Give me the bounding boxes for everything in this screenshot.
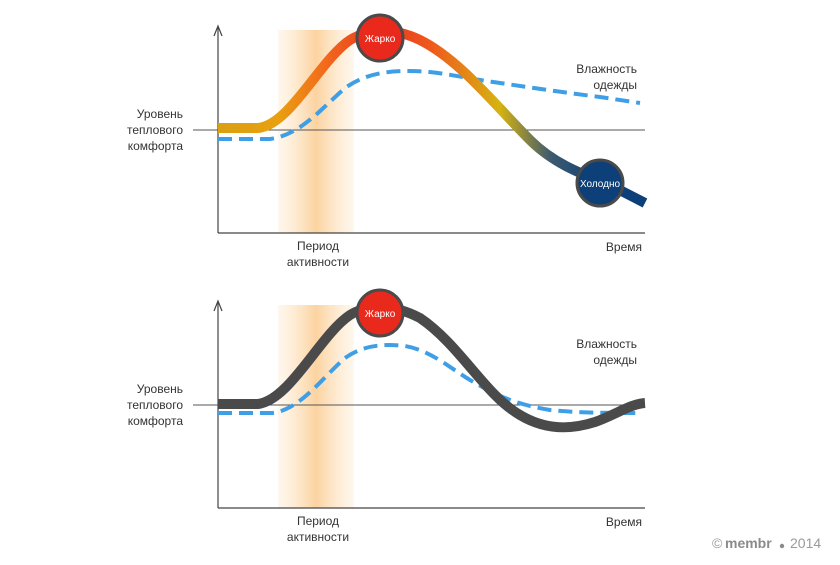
brand-logo: membr — [725, 535, 772, 551]
bottom-hot-marker: Жарко — [355, 288, 405, 338]
top-temperature-curve — [218, 26, 648, 208]
bottom-hot-label: Жарко — [365, 309, 396, 320]
top-hot-label: Жарко — [365, 34, 396, 45]
top-humidity-label-line1: Влажность — [576, 62, 637, 76]
top-activity-label-line2: активности — [287, 255, 349, 269]
bottom-chart: Жарко Уровень теплового комфорта Влажнос… — [127, 288, 646, 544]
top-y-label-line2: теплового — [127, 123, 183, 137]
top-chart: Жарко Холодно Уровень теплового комфорта… — [127, 13, 648, 269]
copyright-symbol: © — [712, 535, 723, 551]
top-y-label-line1: Уровень — [137, 107, 183, 121]
top-y-label-line3: комфорта — [128, 139, 184, 153]
top-hot-marker: Жарко — [355, 13, 405, 63]
bottom-y-label-line1: Уровень — [137, 382, 183, 396]
bottom-activity-label-line1: Период — [297, 514, 339, 528]
bottom-y-label-line3: комфорта — [128, 414, 184, 428]
top-x-label: Время — [606, 240, 642, 254]
copyright-footer: © membr 2014 — [712, 535, 821, 551]
bottom-humidity-curve — [218, 343, 641, 415]
bottom-y-axis-arrow — [213, 299, 223, 312]
top-cold-marker: Холодно — [575, 158, 625, 208]
brand-dot-icon — [779, 543, 785, 549]
copyright-year: 2014 — [790, 535, 821, 551]
bottom-activity-label-line2: активности — [287, 530, 349, 544]
bottom-y-label-line2: теплового — [127, 398, 183, 412]
top-y-axis-arrow — [213, 24, 223, 37]
top-humidity-curve — [218, 68, 641, 141]
top-activity-label-line1: Период — [297, 239, 339, 253]
bottom-humidity-label-line2: одежды — [593, 353, 637, 367]
bottom-humidity-label-line1: Влажность — [576, 337, 637, 351]
bottom-x-label: Время — [606, 515, 642, 529]
top-humidity-label-line2: одежды — [593, 78, 637, 92]
bottom-temperature-curve — [218, 302, 646, 433]
top-cold-label: Холодно — [580, 179, 621, 190]
